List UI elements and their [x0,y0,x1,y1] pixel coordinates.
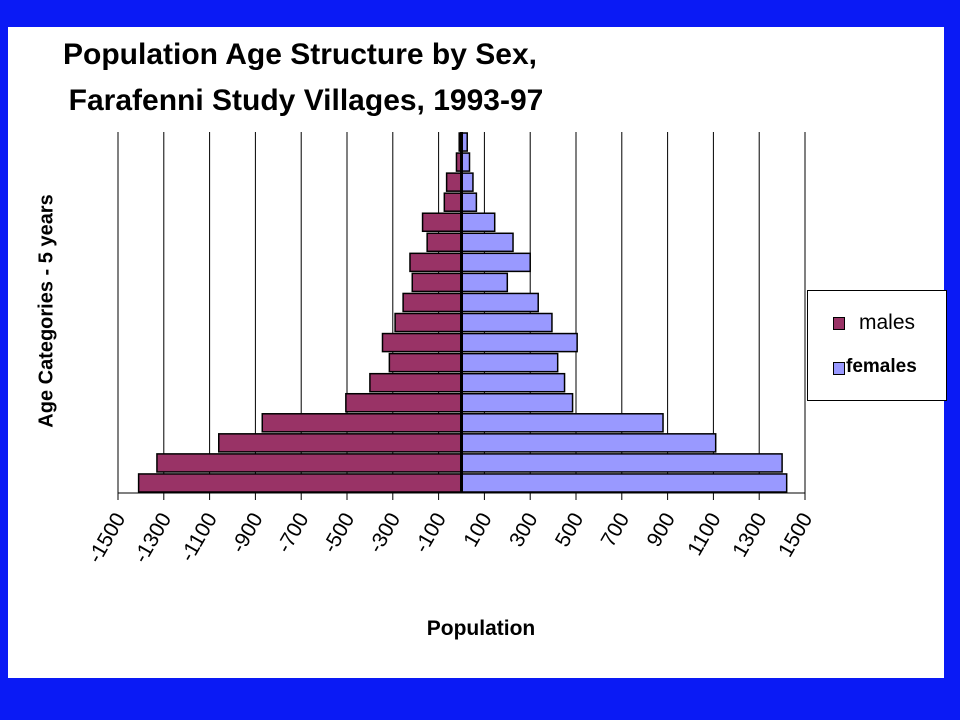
bar-females [460,172,474,192]
x-tick-label: -500 [318,509,359,557]
x-tick-label: -900 [227,509,268,557]
bar-females [460,272,509,293]
bar-females [460,453,783,473]
bar-males [388,352,463,373]
bar-males [156,453,463,473]
x-tick-label: -1300 [129,509,176,567]
legend-swatch-females [833,362,845,375]
legend-swatch-males [833,317,845,330]
bar-females [460,413,664,433]
bar-males [445,172,463,192]
x-tick-label: -700 [273,509,314,557]
legend: males females [807,290,947,401]
bar-females [460,312,553,333]
chart-title-line1: Population Age Structure by Sex, [63,38,537,71]
bar-males [218,433,463,453]
x-tick-label: 100 [459,509,496,551]
x-tick-label: -1500 [84,509,131,567]
bar-males [137,473,463,493]
legend-label-females: females [846,356,917,377]
bar-males [426,232,463,253]
x-tick-label: 500 [551,509,588,551]
x-tick-label: 1300 [728,509,771,561]
legend-label-males: males [859,311,916,334]
bar-females [460,232,514,253]
chart-title-line2: Farafenni Study Villages, 1993-97 [68,84,544,117]
x-tick-label: 1500 [774,509,817,561]
gridlines [117,132,806,493]
bar-females [460,332,578,353]
x-tick-label: 1100 [683,509,726,560]
x-tick-label: -100 [410,509,451,557]
bar-males [345,392,463,413]
x-tick-label: 900 [642,509,679,551]
x-tick-label: -300 [364,509,405,557]
bar-females [460,473,788,493]
y-axis-label: Age Categories - 5 years [35,194,58,428]
bar-females [460,192,478,212]
bar-males [381,332,463,353]
bar-males [394,312,463,333]
bar-females [460,392,574,413]
bar-males [421,212,463,233]
bar-males [402,292,463,313]
bar-males [411,272,463,293]
x-tick-label: 700 [597,509,634,551]
x-tick-label: 300 [505,509,542,551]
bars [137,132,788,493]
bar-females [460,292,539,313]
x-axis-label: Population [426,617,536,640]
bar-males [369,372,463,393]
bar-females [460,433,717,453]
bar-males [261,413,463,433]
bar-females [460,212,496,233]
bar-females [460,372,566,393]
x-tick-label: -1100 [176,509,222,566]
bar-males [409,252,463,273]
bar-females [460,252,531,273]
bar-females [460,352,559,373]
bar-males [443,192,463,212]
